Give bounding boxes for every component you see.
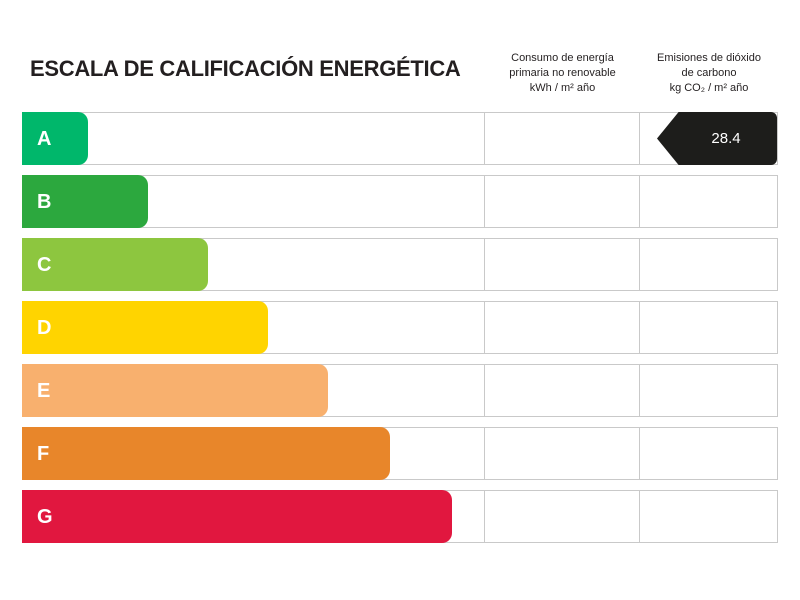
consumption-header-line1: Consumo de energía bbox=[511, 52, 614, 64]
scale-cell-a: A bbox=[22, 112, 484, 165]
emissions-cell-c bbox=[639, 239, 777, 290]
emissions-cell-d bbox=[639, 302, 777, 353]
rating-bar: A bbox=[22, 112, 88, 165]
consumption-cell-c bbox=[484, 239, 639, 290]
emissions-value-tag: 28.4 bbox=[657, 112, 777, 165]
consumption-cell-d bbox=[484, 302, 639, 353]
emissions-header-line2: de carbono bbox=[681, 67, 737, 79]
scale-cell-e: E bbox=[22, 364, 484, 417]
consumption-cell-g bbox=[484, 491, 639, 542]
consumption-cell-e bbox=[484, 365, 639, 416]
rating-row-d: D bbox=[22, 301, 778, 354]
rating-letter-d: D bbox=[37, 316, 52, 339]
rating-letter-b: B bbox=[37, 190, 52, 213]
consumption-header-units: kWh / m² año bbox=[529, 82, 596, 94]
consumption-header-line2: primaria no renovable bbox=[509, 67, 616, 79]
rating-bar: D bbox=[22, 301, 268, 354]
rating-bar: F bbox=[22, 427, 390, 480]
rating-letter-f: F bbox=[37, 442, 50, 465]
emissions-cell-g bbox=[639, 491, 777, 542]
rating-row-f: F bbox=[22, 427, 778, 480]
consumption-cell-a bbox=[484, 113, 639, 164]
rating-row-g: G bbox=[22, 490, 778, 543]
rating-row-c: C bbox=[22, 238, 778, 291]
rating-row-b: B bbox=[22, 175, 778, 228]
scale-cell-d: D bbox=[22, 301, 484, 354]
scale-cell-b: B bbox=[22, 175, 484, 228]
emissions-cell-a: 28.4 bbox=[639, 112, 777, 165]
scale-cell-g: G bbox=[22, 490, 484, 543]
emissions-column-header: Emisiones de dióxido de carbono kg CO₂ /… bbox=[640, 51, 778, 96]
scale-cell-f: F bbox=[22, 427, 484, 480]
emissions-cell-b bbox=[639, 176, 777, 227]
consumption-cell-b bbox=[484, 176, 639, 227]
rating-bar: E bbox=[22, 364, 328, 417]
emissions-cell-f bbox=[639, 428, 777, 479]
emissions-header-units: kg CO₂ / m² año bbox=[669, 82, 749, 94]
page-title: ESCALA DE CALIFICACIÓN ENERGÉTICA bbox=[30, 56, 461, 81]
rating-table: A 28.4 B C bbox=[22, 112, 778, 543]
emissions-cell-e bbox=[639, 365, 777, 416]
rating-letter-c: C bbox=[37, 253, 52, 276]
rating-bar: C bbox=[22, 238, 208, 291]
consumption-cell-f bbox=[484, 428, 639, 479]
rating-letter-g: G bbox=[37, 505, 53, 528]
rating-row-a: A 28.4 bbox=[22, 112, 778, 165]
rating-bar: B bbox=[22, 175, 148, 228]
rating-bar: G bbox=[22, 490, 452, 543]
emissions-value: 28.4 bbox=[711, 130, 741, 147]
rating-letter-e: E bbox=[37, 379, 51, 402]
rating-row-e: E bbox=[22, 364, 778, 417]
consumption-column-header: Consumo de energía primaria no renovable… bbox=[485, 51, 640, 96]
rating-letter-a: A bbox=[37, 127, 52, 150]
emissions-header-line1: Emisiones de dióxido bbox=[657, 52, 761, 64]
scale-cell-c: C bbox=[22, 238, 484, 291]
